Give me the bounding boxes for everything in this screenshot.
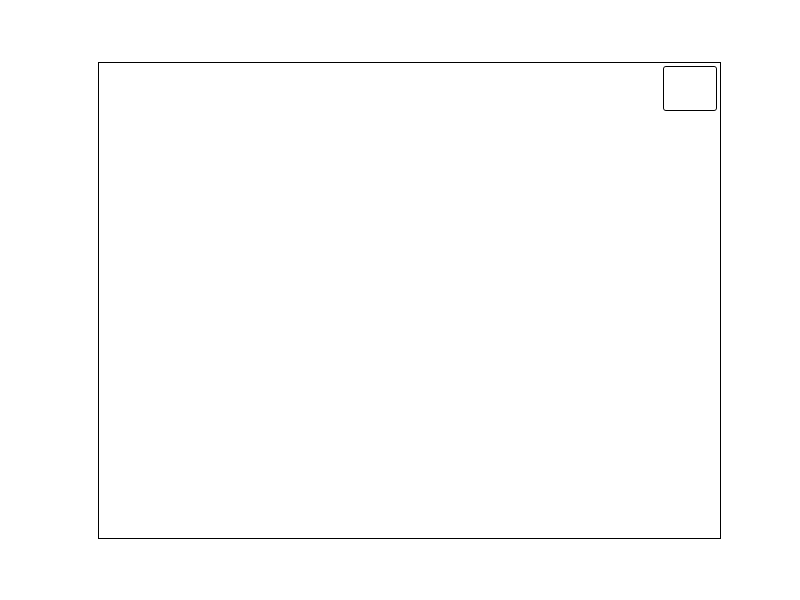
fp-legend-swatch [672, 90, 699, 101]
plot-area [98, 62, 721, 539]
tp-legend-swatch [672, 76, 699, 87]
legend [663, 66, 717, 111]
legend-item-fp [672, 90, 708, 101]
legend-item-tp [672, 76, 708, 87]
